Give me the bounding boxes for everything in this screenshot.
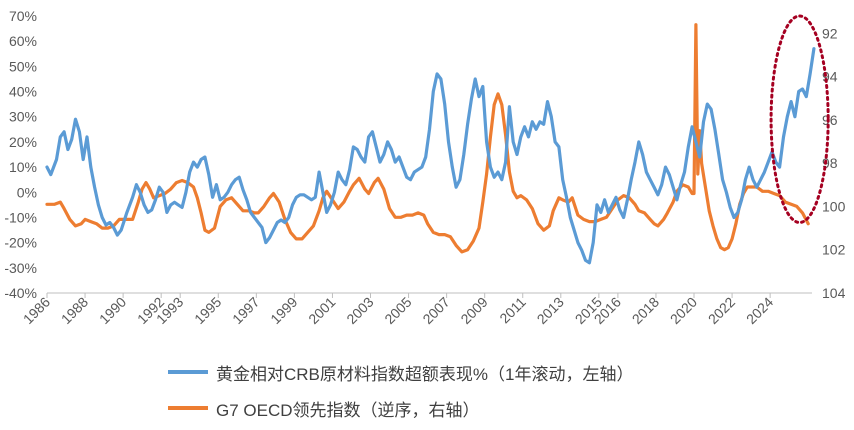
right-tick-label: 92 [822,25,838,41]
x-tick-label: 2018 [629,294,662,327]
dual-axis-line-chart: -40%-30%-20%-10%0%10%20%30%40%50%60%70% … [4,8,846,327]
x-tick-label: 2001 [305,294,338,327]
series-line-g7-oecd [45,23,810,254]
left-tick-label: 50% [9,58,37,74]
legend-item-oecd: G7 OECD领先指数（逆序，右轴） [168,396,480,420]
left-tick-label: 10% [9,159,37,175]
annotation-layer [769,14,830,224]
left-tick-label: -40% [4,285,37,301]
series-layer [45,23,816,265]
x-tick-label: 1999 [267,294,300,327]
left-tick-label: -20% [4,235,37,251]
left-axis-ticks: -40% -30% -20% -10% 0% 10% 20% 30% 40% 50% 60% 70% [4,8,37,301]
left-tick-label: 40% [9,84,37,100]
right-tick-label: 104 [822,285,846,301]
x-tick-label: 2005 [381,294,414,327]
x-tick-label: 2009 [457,294,490,327]
x-tick-label: 2020 [667,294,700,327]
x-tick-label: 1997 [229,294,262,327]
x-tick-label: 2011 [496,294,529,327]
right-tick-label: 96 [822,112,838,128]
x-tick-label: 2013 [534,294,567,327]
legend-swatch-oecd [168,406,208,410]
legend-label-oecd: G7 OECD领先指数（逆序，右轴） [216,400,480,420]
right-tick-label: 102 [822,242,846,258]
x-tick-label: 1995 [191,294,224,327]
legend-label-gold: 黄金相对CRB原材料指数超额表现%（1年滚动，左轴） [216,364,634,384]
x-tick-label: 2003 [343,294,376,327]
left-tick-label: 20% [9,134,37,150]
highlight-dotted-ellipse [769,14,830,224]
legend-item-gold: 黄金相对CRB原材料指数超额表现%（1年滚动，左轴） [168,360,633,384]
x-tick-label: 1990 [96,294,129,327]
left-tick-label: 70% [9,8,37,24]
legend-swatch-gold [168,370,208,374]
right-tick-label: 100 [822,198,846,214]
left-tick-label: 0% [17,184,37,200]
left-tick-label: -30% [4,260,37,276]
left-tick-label: 30% [9,109,37,125]
left-tick-label: -10% [4,209,37,225]
x-tick-label: 2007 [419,294,452,327]
series-line-gold-vs-crb [45,47,816,265]
x-tick-label: 2024 [743,294,776,327]
x-tick-label: 2022 [705,294,738,327]
x-tick-label: 1988 [58,294,91,327]
left-tick-label: 60% [9,33,37,49]
